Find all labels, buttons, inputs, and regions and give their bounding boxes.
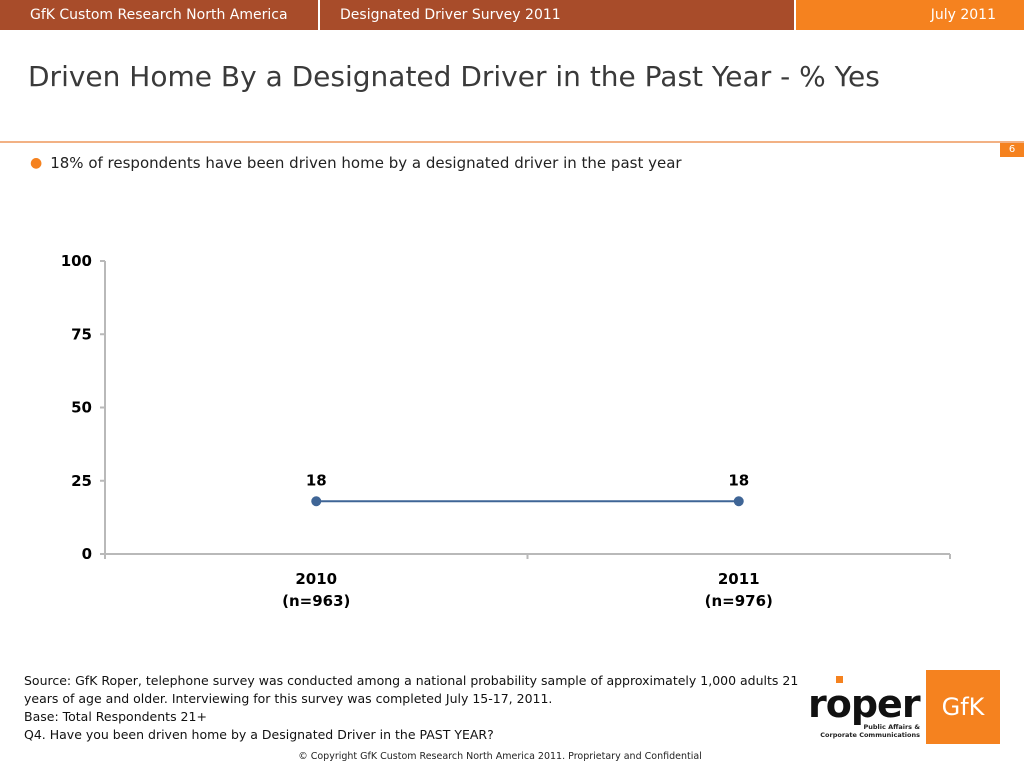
header-survey-title: Designated Driver Survey 2011 — [318, 0, 794, 30]
header-bar: GfK Custom Research North America Design… — [0, 0, 1024, 30]
y-tick-label: 25 — [71, 472, 92, 490]
chart-axes — [104, 261, 951, 559]
data-label: 18 — [728, 471, 749, 489]
copyright-text: © Copyright GfK Custom Research North Am… — [298, 751, 702, 762]
question-note: Q4. Have you been driven home by a Desig… — [24, 727, 494, 742]
key-finding-text: 18% of respondents have been driven home… — [50, 154, 682, 172]
x-category-label: 2010 — [295, 570, 337, 588]
data-point — [733, 496, 744, 507]
y-axis-ticks: 0 25 50 75 100 — [61, 252, 105, 563]
source-note: Source: GfK Roper, telephone survey was … — [24, 673, 799, 706]
header-date: July 2011 — [794, 0, 1024, 30]
header-company: GfK Custom Research North America — [0, 0, 318, 30]
y-tick-label: 50 — [71, 399, 92, 417]
data-point — [311, 496, 322, 507]
data-label: 18 — [306, 471, 327, 489]
y-tick-label: 100 — [61, 252, 92, 270]
x-category-sample-size: (n=976) — [705, 592, 773, 610]
roper-tagline-1: Public Affairs & — [863, 723, 920, 731]
chart-series: 18 18 — [306, 471, 749, 507]
roper-wordmark: roper — [808, 682, 921, 726]
roper-logo: roper Public Affairs & Corporate Communi… — [808, 676, 922, 739]
bullet-icon: ● — [30, 155, 43, 171]
roper-tagline-2: Corporate Communications — [820, 731, 920, 739]
chart-notes: Source: GfK Roper, telephone survey was … — [24, 672, 804, 744]
page-number: 6 — [1000, 143, 1024, 157]
y-tick-label: 0 — [82, 545, 92, 563]
x-category-label: 2011 — [718, 570, 760, 588]
x-axis-labels: 2010 (n=963) 2011 (n=976) — [282, 570, 773, 610]
key-finding-bullet: ● 18% of respondents have been driven ho… — [30, 154, 682, 172]
gfk-logo: GfK — [926, 670, 1000, 744]
y-tick-label: 75 — [71, 325, 92, 343]
roper-logo-square — [836, 676, 843, 683]
slide-title: Driven Home By a Designated Driver in th… — [28, 60, 880, 93]
base-note: Base: Total Respondents 21+ — [24, 709, 207, 724]
title-divider — [0, 141, 1024, 143]
x-category-sample-size: (n=963) — [282, 592, 350, 610]
